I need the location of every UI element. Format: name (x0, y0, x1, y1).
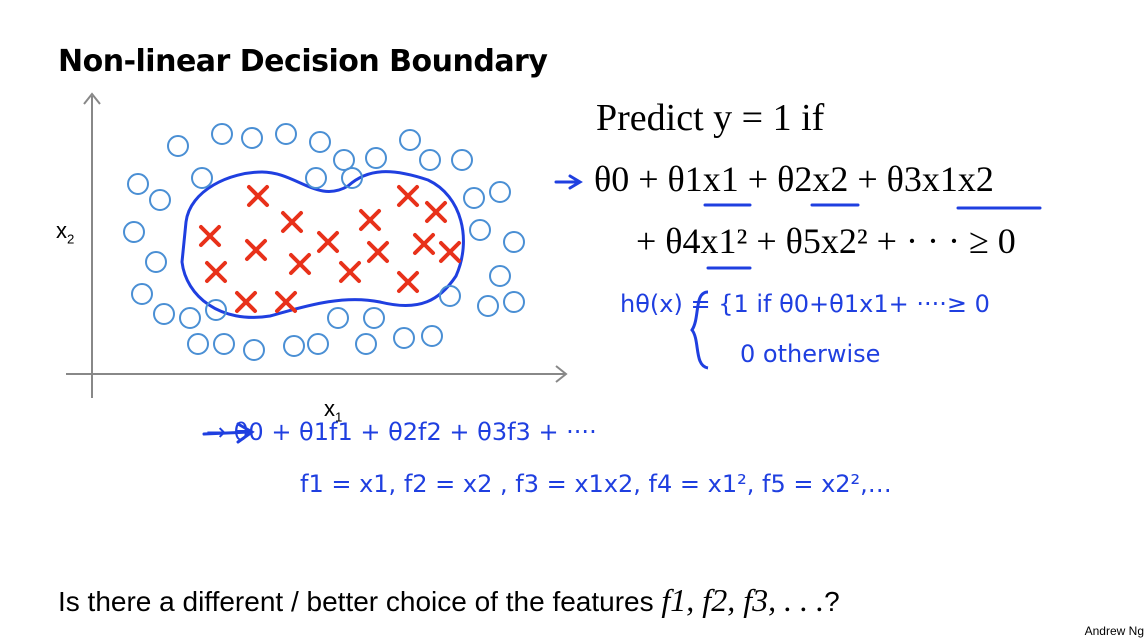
equation-line-2: + θ4x1² + θ5x2² + · · · ≥ 0 (636, 221, 1016, 261)
negative-example-circle (355, 333, 377, 355)
negative-example-circle (241, 127, 263, 149)
negative-example-circle (399, 129, 421, 151)
features-sum: → θ0 + θ1f1 + θ2f2 + θ3f3 + ···· (206, 418, 597, 446)
positive-example-cross (397, 271, 419, 293)
positive-example-cross (245, 239, 267, 261)
bottom-question: Is there a different / better choice of … (58, 582, 840, 618)
negative-examples (123, 123, 525, 361)
negative-example-circle (283, 335, 305, 357)
hypothesis-definition-line1: hθ(x) = {1 if θ0+θ1x1+ ····≥ 0 (620, 290, 990, 318)
negative-example-circle (211, 123, 233, 145)
positive-example-cross (425, 201, 447, 223)
negative-example-circle (309, 131, 331, 153)
negative-example-circle (213, 333, 235, 355)
negative-example-circle (365, 147, 387, 169)
negative-example-circle (341, 167, 363, 189)
x-axis-label: x1 (324, 396, 343, 425)
slide-title: Non-linear Decision Boundary (58, 44, 548, 79)
positive-example-cross (367, 241, 389, 263)
positive-example-cross (359, 209, 381, 231)
positive-example-cross (235, 291, 257, 313)
negative-example-circle (327, 307, 349, 329)
negative-example-circle (307, 333, 329, 355)
negative-example-circle (153, 303, 175, 325)
decision-boundary-curve (180, 170, 465, 319)
features-arrow (202, 430, 252, 436)
axes (66, 92, 568, 398)
negative-example-circle (477, 295, 499, 317)
negative-example-circle (463, 187, 485, 209)
equation-line-1: θ0 + θ1x1 + θ2x2 + θ3x1x2 (594, 159, 994, 199)
author-footer: Andrew Ng (1084, 624, 1144, 638)
negative-example-circle (503, 231, 525, 253)
positive-example-cross (247, 185, 269, 207)
negative-example-circle (421, 325, 443, 347)
negative-example-circle (205, 299, 227, 321)
negative-example-circle (127, 173, 149, 195)
hypothesis-definition-line2: 0 otherwise (740, 340, 881, 368)
negative-example-circle (469, 219, 491, 241)
negative-example-circle (363, 307, 385, 329)
positive-example-cross (317, 231, 339, 253)
x-axis-arrow (555, 365, 568, 383)
negative-example-circle (275, 123, 297, 145)
negative-example-circle (451, 149, 473, 171)
negative-example-circle (167, 135, 189, 157)
y-axis-label: x2 (56, 218, 75, 247)
negative-example-circle (489, 265, 511, 287)
negative-example-circle (187, 333, 209, 355)
positive-example-cross (413, 233, 435, 255)
positive-example-cross (281, 211, 303, 233)
negative-example-circle (333, 149, 355, 171)
negative-example-circle (149, 189, 171, 211)
negative-example-circle (145, 251, 167, 273)
negative-example-circle (419, 149, 441, 171)
negative-example-circle (123, 221, 145, 243)
positive-example-cross (275, 291, 297, 313)
negative-example-circle (191, 167, 213, 189)
negative-example-circle (439, 285, 461, 307)
y-axis-arrow (83, 92, 101, 105)
features-list: f1, f2, f3, . . . (661, 582, 825, 618)
negative-example-circle (393, 327, 415, 349)
negative-example-circle (243, 339, 265, 361)
positive-example-cross (397, 185, 419, 207)
negative-example-circle (489, 181, 511, 203)
positive-example-cross (339, 261, 361, 283)
negative-example-circle (131, 283, 153, 305)
positive-example-cross (289, 253, 311, 275)
negative-example-circle (503, 291, 525, 313)
features-definition: f1 = x1, f2 = x2 , f3 = x1x2, f4 = x1², … (300, 470, 892, 498)
negative-example-circle (179, 307, 201, 329)
predict-text: Predict y = 1 if (596, 97, 825, 139)
positive-example-cross (199, 225, 221, 247)
negative-example-circle (305, 167, 327, 189)
brace (690, 290, 709, 370)
positive-example-cross (439, 241, 461, 263)
positive-example-cross (205, 261, 227, 283)
positive-examples (199, 185, 461, 313)
